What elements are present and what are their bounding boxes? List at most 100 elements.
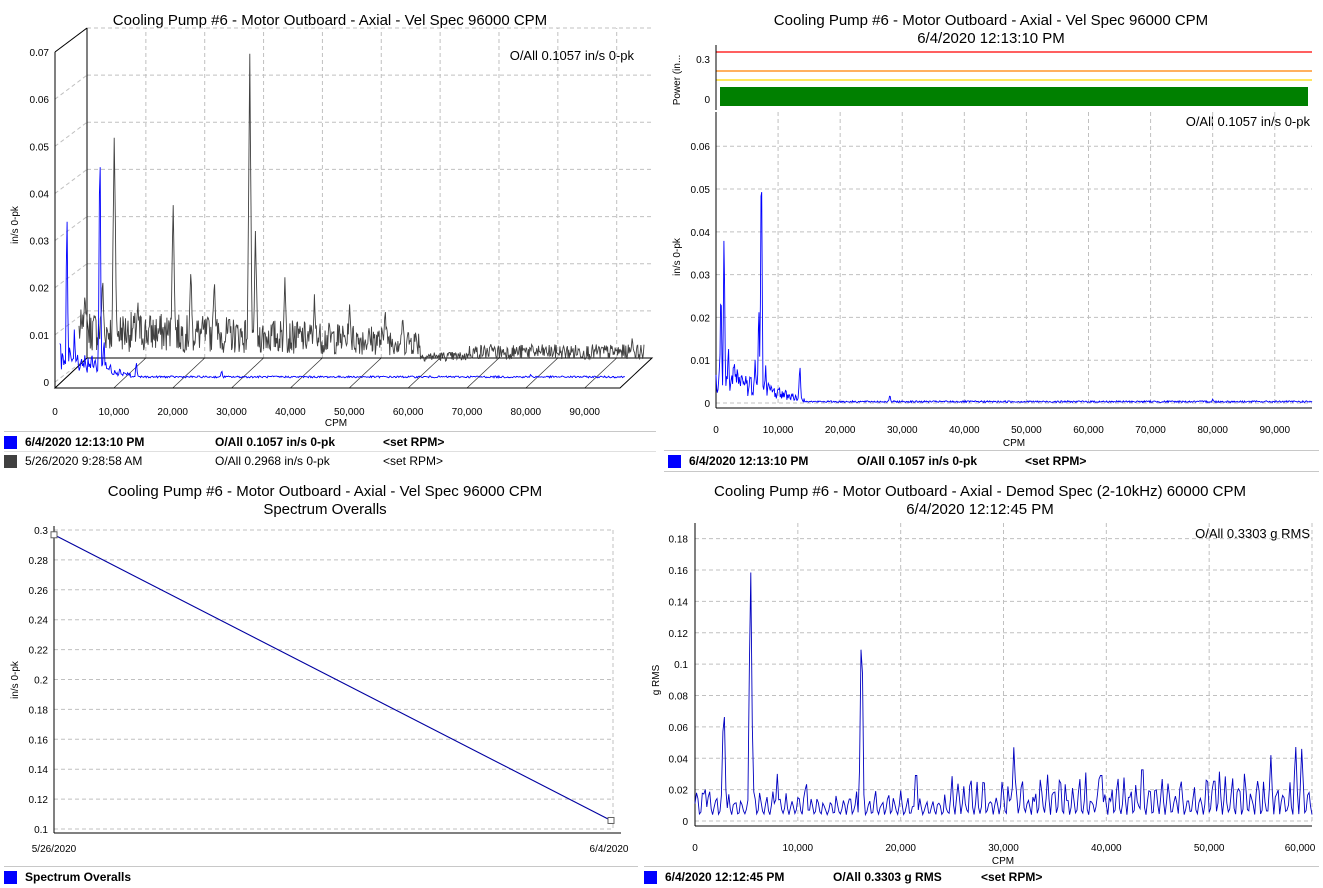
trend-subtitle: Spectrum Overalls bbox=[263, 501, 386, 518]
y-tick-label: 0.04 bbox=[669, 754, 689, 765]
x-tick-label: 30,000 bbox=[887, 425, 918, 436]
y-tick-label: 0.06 bbox=[30, 95, 50, 106]
y-tick-label: 0 bbox=[682, 817, 688, 828]
demod-legend: 6/4/2020 12:12:45 PM O/All 0.3303 g RMS … bbox=[644, 866, 1319, 887]
trend-chart: Cooling Pump #6 - Motor Outboard - Axial… bbox=[10, 483, 629, 855]
legend-row[interactable]: Spectrum Overalls bbox=[4, 868, 131, 886]
x-tick-label: 30,000 bbox=[216, 407, 247, 418]
demod-x-label: CPM bbox=[992, 856, 1014, 867]
series-line bbox=[715, 192, 1313, 404]
legend-rpm[interactable]: <set RPM> bbox=[383, 454, 444, 468]
y-tick-label: 0.12 bbox=[669, 629, 689, 640]
y-tick-label: 0.26 bbox=[29, 586, 49, 597]
legend-overall: O/All 0.3303 g RMS bbox=[833, 870, 942, 884]
x-tick-label: 50,000 bbox=[334, 407, 365, 418]
x-tick-label: 80,000 bbox=[1197, 425, 1228, 436]
y-tick-label: 0.04 bbox=[691, 228, 711, 239]
x-tick-label: 10,000 bbox=[763, 425, 794, 436]
spectrum-y-label: in/s 0-pk bbox=[672, 237, 683, 276]
legend-swatch bbox=[4, 435, 17, 449]
y-tick-label: 0.28 bbox=[29, 556, 49, 567]
x-tick-label: 50,000 bbox=[1194, 843, 1225, 854]
x-tick-label: 50,000 bbox=[1011, 425, 1042, 436]
power-y-tick: 0.3 bbox=[696, 55, 710, 66]
y-tick-label: 0.22 bbox=[29, 646, 49, 657]
y-tick-label: 0.02 bbox=[691, 313, 711, 324]
x-tick-label: 60,000 bbox=[1073, 425, 1104, 436]
series-line-latest bbox=[59, 167, 626, 379]
legend-rpm[interactable]: <set RPM> bbox=[383, 435, 445, 449]
y-tick-label: 0.2 bbox=[34, 676, 48, 687]
legend-overall: O/All 0.1057 in/s 0-pk bbox=[215, 435, 336, 449]
y-tick-label: 0.05 bbox=[691, 185, 711, 196]
x-tick-label: 90,000 bbox=[569, 407, 600, 418]
y-tick-label: 0 bbox=[704, 399, 710, 410]
power-level-bar bbox=[720, 87, 1308, 106]
series-line bbox=[694, 572, 1313, 817]
y-tick-label: 0.03 bbox=[691, 271, 711, 282]
trend-title: Cooling Pump #6 - Motor Outboard - Axial… bbox=[108, 483, 542, 500]
x-tick-label: 40,000 bbox=[949, 425, 980, 436]
demod-chart: Cooling Pump #6 - Motor Outboard - Axial… bbox=[651, 483, 1316, 867]
x-tick-label: 60,000 bbox=[1285, 843, 1316, 854]
legend-date: 6/4/2020 12:12:45 PM bbox=[665, 870, 785, 884]
floor-plane bbox=[53, 357, 654, 389]
legend-row[interactable]: 5/26/2020 9:28:58 AM O/All 0.2968 in/s 0… bbox=[4, 451, 656, 470]
x-tick-label: 80,000 bbox=[511, 407, 542, 418]
grid-line bbox=[54, 263, 88, 289]
spectrum-subtitle: 6/4/2020 12:13:10 PM bbox=[917, 30, 1065, 47]
depth-line bbox=[172, 357, 205, 389]
y-axis-top bbox=[54, 27, 88, 53]
spectrum-overall-label: O/All 0.1057 in/s 0-pk bbox=[1186, 114, 1311, 129]
legend-rpm[interactable]: <set RPM> bbox=[981, 870, 1043, 884]
y-tick-label: 0.08 bbox=[669, 692, 689, 703]
x-tick-label: 10,000 bbox=[783, 843, 814, 854]
waterfall-chart: Cooling Pump #6 - Motor Outboard - Axial… bbox=[10, 12, 654, 429]
spectrum-x-label: CPM bbox=[1003, 438, 1025, 449]
y-tick-label: 0.12 bbox=[29, 795, 49, 806]
spectrum-chart: Cooling Pump #6 - Motor Outboard - Axial… bbox=[672, 12, 1313, 449]
x-tick-label: 5/26/2020 bbox=[32, 844, 77, 855]
legend-row[interactable]: 6/4/2020 12:12:45 PM O/All 0.3303 g RMS … bbox=[644, 868, 1042, 886]
x-tick-label: 60,000 bbox=[393, 407, 424, 418]
series-line-older bbox=[78, 53, 645, 363]
waterfall-y-label: in/s 0-pk bbox=[10, 205, 21, 244]
demod-y-label: g RMS bbox=[651, 664, 662, 695]
depth-line bbox=[231, 357, 264, 389]
trend-y-label: in/s 0-pk bbox=[10, 660, 21, 699]
x-tick-label: 70,000 bbox=[1135, 425, 1166, 436]
y-tick-label: 0.1 bbox=[674, 660, 688, 671]
legend-swatch bbox=[668, 454, 681, 468]
demod-subtitle: 6/4/2020 12:12:45 PM bbox=[906, 501, 1054, 518]
y-tick-label: 0.07 bbox=[30, 48, 50, 59]
y-tick-label: 0.01 bbox=[30, 331, 50, 342]
x-tick-label: 30,000 bbox=[988, 843, 1019, 854]
y-tick-label: 0.14 bbox=[29, 765, 49, 776]
y-tick-label: 0.18 bbox=[669, 535, 689, 546]
legend-row[interactable]: 6/4/2020 12:13:10 PM O/All 0.1057 in/s 0… bbox=[4, 433, 444, 451]
x-tick-label: 6/4/2020 bbox=[590, 844, 629, 855]
x-tick-label: 0 bbox=[713, 425, 719, 436]
legend-swatch bbox=[4, 870, 17, 884]
x-tick-label: 40,000 bbox=[1091, 843, 1122, 854]
depth-line bbox=[290, 357, 323, 389]
legend-row[interactable]: 6/4/2020 12:13:10 PM O/All 0.1057 in/s 0… bbox=[668, 452, 1086, 470]
x-tick-label: 20,000 bbox=[825, 425, 856, 436]
waterfall-legend: 6/4/2020 12:13:10 PM O/All 0.1057 in/s 0… bbox=[4, 431, 656, 472]
legend-swatch bbox=[4, 454, 17, 468]
depth-line bbox=[349, 357, 382, 389]
y-tick-label: 0.14 bbox=[669, 597, 689, 608]
spectrum-title: Cooling Pump #6 - Motor Outboard - Axial… bbox=[774, 12, 1208, 29]
y-tick-label: 0 bbox=[43, 378, 49, 389]
trend-legend: Spectrum Overalls bbox=[4, 866, 638, 887]
legend-rpm[interactable]: <set RPM> bbox=[1025, 454, 1087, 468]
legend-swatch bbox=[644, 870, 657, 884]
grid-line bbox=[54, 74, 88, 100]
demod-overall-label: O/All 0.3303 g RMS bbox=[1195, 526, 1310, 541]
y-tick-label: 0.18 bbox=[29, 705, 49, 716]
trend-point bbox=[50, 531, 58, 539]
y-tick-label: 0.05 bbox=[30, 142, 50, 153]
y-tick-label: 0.06 bbox=[669, 723, 689, 734]
spectrum-legend: 6/4/2020 12:13:10 PM O/All 0.1057 in/s 0… bbox=[664, 450, 1319, 472]
x-tick-label: 20,000 bbox=[157, 407, 188, 418]
